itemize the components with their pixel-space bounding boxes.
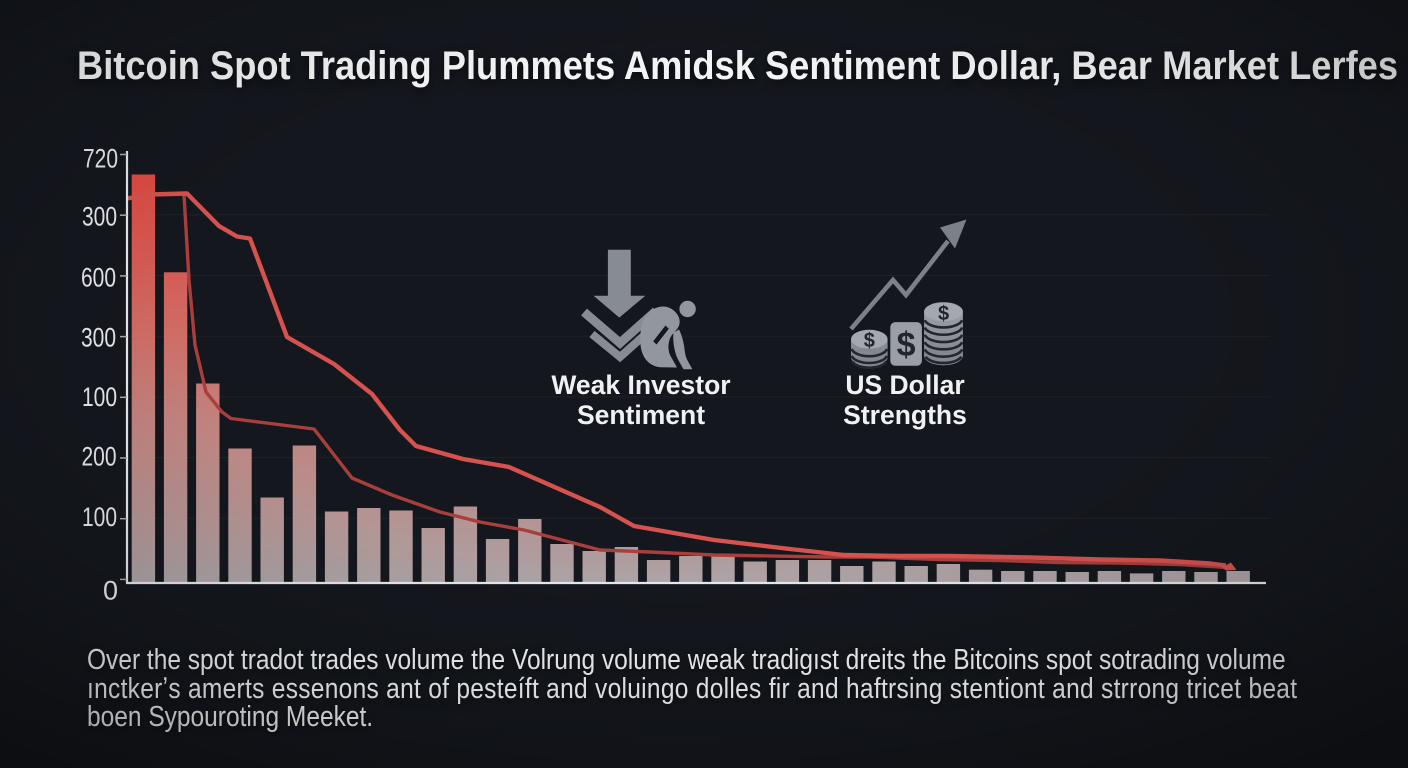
svg-text:100: 100 (82, 382, 117, 412)
svg-text:0: 0 (103, 576, 118, 606)
svg-text:$: $ (897, 326, 916, 364)
svg-text:600: 600 (81, 263, 116, 293)
svg-text:300: 300 (81, 323, 116, 353)
svg-text:300: 300 (82, 202, 117, 232)
svg-text:$: $ (938, 303, 949, 325)
svg-text:$: $ (864, 330, 875, 352)
svg-text:200: 200 (82, 442, 117, 472)
svg-text:720: 720 (83, 144, 118, 174)
svg-text:100: 100 (82, 502, 117, 532)
